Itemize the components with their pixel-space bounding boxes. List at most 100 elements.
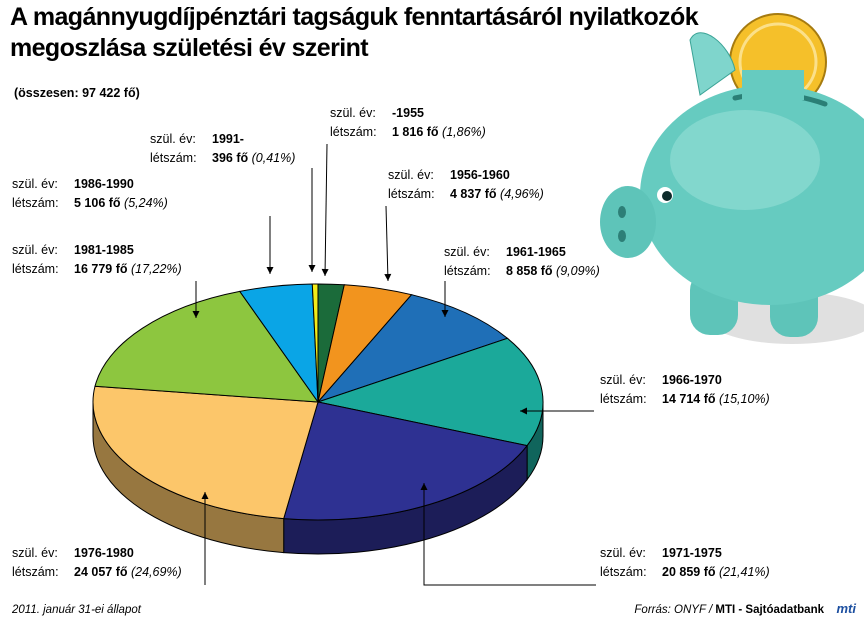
- slice-label-1971-1975: szül. év: 1971-1975 létszám: 20 859 fő (21,…: [600, 544, 770, 582]
- count-value: 1 816 fő: [392, 125, 439, 139]
- percent-value: (15,10%): [715, 392, 770, 406]
- count-caption: létszám:: [388, 187, 435, 201]
- slice-label-count-row: létszám: 16 779 fő (17,22%): [12, 260, 182, 279]
- count-caption: létszám:: [600, 565, 647, 579]
- year-caption: szül. év:: [388, 168, 434, 182]
- slice-label-count-row: létszám: 24 057 fő (24,69%): [12, 563, 182, 582]
- count-value: 396 fő: [212, 151, 249, 165]
- year-range: 1986-1990: [74, 177, 134, 191]
- date-note: 2011. január 31-ei állapot: [12, 604, 141, 616]
- year-caption: szül. év:: [600, 546, 646, 560]
- year-caption: szül. év:: [150, 132, 196, 146]
- slice-label-year-row: szül. év: 1971-1975: [600, 544, 770, 563]
- slice-label-year-row: szül. év: 1966-1970: [600, 371, 770, 390]
- slice-label-count-row: létszám: 4 837 fő (4,96%): [388, 185, 544, 204]
- pie-slice-1961-1965: [316, 294, 509, 404]
- year-range: 1956-1960: [450, 168, 510, 182]
- year-range: 1961-1965: [506, 245, 566, 259]
- chart-subtitle: (összesen: 97 422 fő): [14, 86, 140, 100]
- leader-arrow-1971-1975: [420, 483, 428, 490]
- leader-lines: [192, 143, 596, 586]
- year-caption: szül. év:: [444, 245, 490, 259]
- slice-label-count-row: létszám: 5 106 fő (5,24%): [12, 194, 168, 213]
- slice-label-year-row: szül. év: 1986-1990: [12, 175, 168, 194]
- count-caption: létszám:: [12, 565, 59, 579]
- slice-label-1976-1980: szül. év: 1976-1980 létszám: 24 057 fő (24,…: [12, 544, 182, 582]
- percent-value: (5,24%): [120, 196, 168, 210]
- count-caption: létszám:: [12, 196, 59, 210]
- year-caption: szül. év:: [12, 177, 58, 191]
- slice-label-1956-1960: szül. év: 1956-1960 létszám: 4 837 fő (4,96…: [388, 166, 544, 204]
- pie-slice-1966-1970: [316, 337, 544, 447]
- slice-label-1981-1985: szül. év: 1981-1985 létszám: 16 779 fő (17,…: [12, 241, 182, 279]
- slice-label-year-row: szül. év: 1976-1980: [12, 544, 182, 563]
- slice-label-year-row: szül. év: -1955: [330, 104, 486, 123]
- pie-slice-1991-: [311, 283, 319, 403]
- year-range: 1976-1980: [74, 546, 134, 560]
- leader-line-1956-1960: [385, 205, 389, 282]
- pie-slice-1971-1975: [283, 401, 528, 521]
- count-value: 8 858 fő: [506, 264, 553, 278]
- percent-value: (0,41%): [248, 151, 296, 165]
- leader-arrow-1966-1970: [520, 407, 527, 415]
- count-caption: létszám:: [12, 262, 59, 276]
- year-range: 1966-1970: [662, 373, 722, 387]
- source-value: ONYF /: [674, 604, 713, 616]
- slice-label-1986-1990: szül. év: 1986-1990 létszám: 5 106 fő (5,24…: [12, 175, 168, 213]
- count-caption: létszám:: [444, 264, 491, 278]
- slice-label-1991-: szül. év: 1991- létszám: 396 fő (0,41%): [150, 130, 295, 168]
- count-value: 20 859 fő: [662, 565, 716, 579]
- source-label: Forrás:: [634, 604, 671, 616]
- slice-label-count-row: létszám: 8 858 fő (9,09%): [444, 262, 600, 281]
- leader-arrow-1986-1990: [266, 267, 274, 274]
- slice-label-year-row: szül. év: 1981-1985: [12, 241, 182, 260]
- count-value: 16 779 fő: [74, 262, 128, 276]
- percent-value: (21,41%): [715, 565, 770, 579]
- year-range: 1981-1985: [74, 243, 134, 257]
- pie-slice-1976-1980: [92, 385, 319, 520]
- mti-logo: mti: [836, 601, 857, 616]
- slice-label-1966-1970: szül. év: 1966-1970 létszám: 14 714 fő (15,…: [600, 371, 770, 409]
- slice-label-count-row: létszám: 396 fő (0,41%): [150, 149, 295, 168]
- source-note: Forrás: ONYF / MTI - Sajtóadatbank: [634, 604, 824, 616]
- count-caption: létszám:: [600, 392, 647, 406]
- slice-label-count-row: létszám: 14 714 fő (15,10%): [600, 390, 770, 409]
- year-range: 1971-1975: [662, 546, 722, 560]
- year-caption: szül. év:: [600, 373, 646, 387]
- pie-slice-tops: [92, 283, 544, 521]
- slice-label-count-row: létszám: 1 816 fő (1,86%): [330, 123, 486, 142]
- pie-slice-1981-1985: [94, 290, 320, 403]
- year-caption: szül. év:: [330, 106, 376, 120]
- year-range: -1955: [392, 106, 424, 120]
- slice-label-1961-1965: szül. év: 1961-1965 létszám: 8 858 fő (9,09…: [444, 243, 600, 281]
- count-value: 14 714 fő: [662, 392, 716, 406]
- leader-arrow--1955: [321, 268, 329, 276]
- leader-arrow-1961-1965: [441, 310, 449, 317]
- slice-label-year-row: szül. év: 1956-1960: [388, 166, 544, 185]
- slice-label-year-row: szül. év: 1991-: [150, 130, 295, 149]
- percent-value: (24,69%): [127, 565, 182, 579]
- count-value: 24 057 fő: [74, 565, 128, 579]
- agency-name: MTI - Sajtóadatbank: [715, 604, 824, 616]
- count-value: 5 106 fő: [74, 196, 121, 210]
- count-caption: létszám:: [330, 125, 377, 139]
- leader-line--1955: [324, 143, 328, 277]
- piggy-bank-illustration: [600, 13, 864, 344]
- leader-arrow-1981-1985: [192, 311, 200, 318]
- leader-arrow-1976-1980: [201, 492, 209, 499]
- year-caption: szül. év:: [12, 546, 58, 560]
- chart-title: A magánnyugdíjpénztári tagságuk fenntart…: [10, 3, 699, 62]
- leader-line-1971-1975: [423, 483, 596, 586]
- leader-arrow-1991-: [308, 265, 316, 272]
- leader-arrow-1956-1960: [384, 273, 392, 281]
- year-range: 1991-: [212, 132, 244, 146]
- count-value: 4 837 fő: [450, 187, 497, 201]
- percent-value: (17,22%): [127, 262, 182, 276]
- slice-label--1955: szül. év: -1955 létszám: 1 816 fő (1,86%): [330, 104, 486, 142]
- slice-label-year-row: szül. év: 1961-1965: [444, 243, 600, 262]
- count-caption: létszám:: [150, 151, 197, 165]
- slice-label-count-row: létszám: 20 859 fő (21,41%): [600, 563, 770, 582]
- percent-value: (1,86%): [438, 125, 486, 139]
